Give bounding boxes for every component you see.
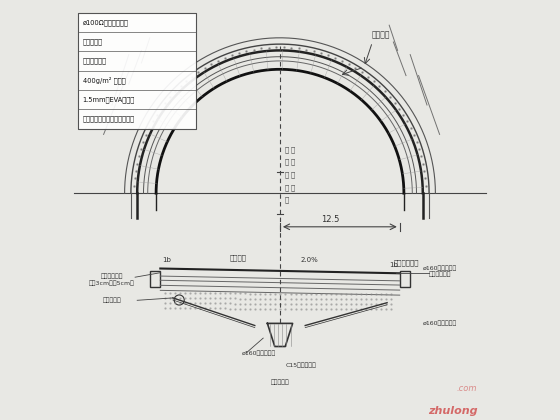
- Text: ø160纵向排水管: ø160纵向排水管: [422, 321, 457, 326]
- Text: ø160纵向排水管: ø160纵向排水管: [242, 350, 276, 356]
- Text: 车: 车: [284, 159, 288, 165]
- Text: 道: 道: [284, 171, 288, 178]
- Text: 1b: 1b: [162, 257, 171, 263]
- Text: 环向塑料盲沟: 环向塑料盲沟: [83, 58, 106, 64]
- Text: 2.0%: 2.0%: [301, 257, 318, 262]
- Text: ø160纵向集水管
（有孔露出）: ø160纵向集水管 （有孔露出）: [422, 265, 457, 278]
- Bar: [150, 270, 160, 287]
- Text: 喂射混凝土: 喂射混凝土: [83, 38, 102, 45]
- Text: 路面设计基面: 路面设计基面: [393, 259, 419, 266]
- Text: 中: 中: [284, 184, 288, 191]
- Text: 中心排水沟: 中心排水沟: [270, 380, 290, 385]
- Text: 400g/m² 土工布: 400g/m² 土工布: [83, 76, 125, 84]
- Text: 设计路面: 设计路面: [230, 254, 246, 261]
- Text: 线: 线: [291, 184, 295, 191]
- Bar: [78, 13, 196, 129]
- Text: 12.5: 12.5: [321, 215, 339, 224]
- Text: 线: 线: [284, 197, 288, 203]
- Text: .com: .com: [457, 384, 477, 393]
- Text: 模筑（明洞）混凝土二次衬硕: 模筑（明洞）混凝土二次衬硕: [83, 116, 134, 122]
- Text: ø100Ω型环向排水管: ø100Ω型环向排水管: [83, 19, 128, 26]
- Text: zhulong: zhulong: [428, 406, 477, 416]
- Text: 1.5mm压EVA防水板: 1.5mm压EVA防水板: [83, 96, 135, 103]
- Text: 隧: 隧: [291, 146, 295, 153]
- Bar: [400, 270, 410, 287]
- Text: 滲渗水处: 滲渗水处: [371, 31, 390, 40]
- Text: 中: 中: [291, 171, 295, 178]
- Text: 纵向排水边槽
（深3cm，卲5cm）: 纵向排水边槽 （深3cm，卲5cm）: [89, 273, 135, 286]
- Text: 行: 行: [284, 146, 288, 153]
- Text: 纵向排水管: 纵向排水管: [102, 297, 122, 303]
- Text: 1b: 1b: [389, 262, 398, 268]
- Text: 道: 道: [291, 159, 295, 165]
- Text: C15片石混凝土: C15片石混凝土: [286, 363, 316, 368]
